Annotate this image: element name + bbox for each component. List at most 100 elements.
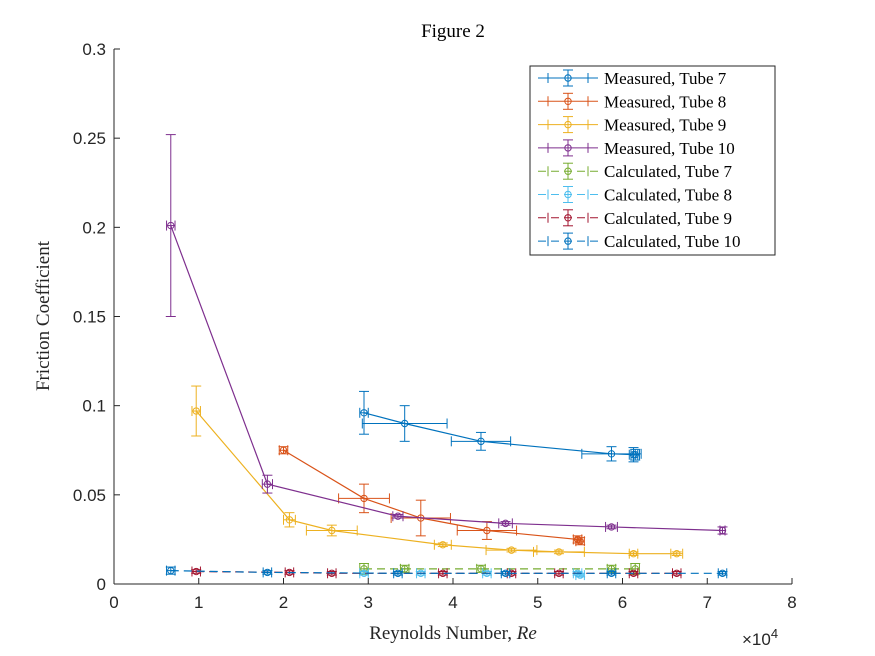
point-marker (360, 409, 368, 417)
legend-entry: Measured, Tube 8 (538, 92, 726, 111)
series-3 (191, 385, 684, 559)
x-ticks: 0 1 2 3 4 5 6 7 8 (109, 578, 797, 612)
point-marker (167, 221, 175, 230)
data-point (262, 567, 273, 578)
x-axis-label-symbol: Re (516, 623, 537, 644)
legend-label: Measured, Tube 8 (604, 92, 726, 111)
x-tick-label: 2 (279, 593, 288, 612)
legend-marker (564, 190, 572, 199)
point-marker (673, 549, 681, 558)
data-point (630, 562, 641, 575)
legend-marker (564, 97, 572, 106)
point-marker (576, 571, 584, 579)
point-marker (360, 494, 368, 503)
y-ticks: 0 0.05 0.1 0.15 0.2 0.25 0.3 (73, 40, 120, 594)
data-point (605, 521, 618, 532)
data-point (498, 518, 513, 529)
x-tick-label: 6 (618, 593, 627, 612)
data-point (450, 431, 512, 451)
data-point (305, 524, 358, 537)
legend-box (529, 65, 776, 256)
point-marker (718, 526, 727, 535)
series-line (170, 570, 723, 574)
legend-marker (564, 144, 572, 152)
legend-marker (564, 167, 572, 175)
x-tick-label: 8 (787, 593, 796, 612)
data-point (628, 548, 639, 559)
data-point (475, 563, 486, 574)
data-point (500, 568, 511, 579)
point-marker (394, 512, 402, 520)
point-marker (607, 523, 616, 531)
x-tick-label: 0 (109, 593, 118, 612)
data-point (392, 511, 404, 522)
data-point (533, 546, 585, 557)
x-tick-label: 4 (448, 593, 457, 612)
point-marker (263, 480, 272, 488)
point-marker (501, 569, 510, 577)
legend-label: Measured, Tube 7 (604, 69, 727, 88)
point-marker (477, 565, 485, 573)
y-tick-label: 0.1 (82, 397, 106, 416)
legend-label: Calculated, Tube 9 (604, 209, 732, 228)
point-marker (576, 537, 584, 545)
data-point (361, 405, 448, 442)
legend-label: Calculated, Tube 10 (604, 232, 740, 251)
data-point (392, 568, 403, 579)
data-point (575, 536, 586, 547)
x-axis-label-text: Reynolds Number, (369, 623, 517, 644)
series-4 (165, 134, 728, 536)
point-marker (439, 541, 447, 549)
data-point (165, 134, 176, 317)
y-tick-label: 0.2 (82, 218, 106, 237)
legend-label: Calculated, Tube 7 (604, 162, 732, 181)
point-marker (501, 519, 510, 528)
x-axis-label: Reynolds Number, Re (369, 623, 537, 644)
x-axis-exponent-base: ×10 (742, 630, 771, 649)
data-point (433, 539, 452, 550)
legend-label: Measured, Tube 10 (604, 139, 735, 158)
point-marker (555, 548, 563, 556)
data-point (165, 565, 176, 576)
data-point (717, 568, 728, 579)
x-tick-label: 3 (364, 593, 373, 612)
point-marker (718, 569, 727, 577)
legend-entry: Measured, Tube 7 (538, 69, 727, 88)
legend-entry: Calculated, Tube 9 (538, 209, 732, 228)
point-marker (167, 566, 175, 575)
legend-marker (564, 74, 572, 82)
data-point (717, 525, 728, 536)
chart-marks (165, 134, 728, 581)
legend-entry: Calculated, Tube 8 (538, 186, 732, 205)
y-tick-label: 0.3 (82, 40, 106, 59)
data-point (359, 390, 370, 435)
legend-label: Calculated, Tube 8 (604, 186, 732, 205)
data-point (630, 448, 641, 461)
data-point (284, 567, 295, 578)
legend-marker (564, 237, 572, 245)
axes: 0 1 2 3 4 5 6 7 8 0 0.05 0.1 0.15 0.2 0.25 0.3 (73, 40, 797, 612)
y-tick-label: 0.25 (73, 129, 106, 148)
y-tick-label: 0.05 (73, 486, 106, 505)
data-point (261, 474, 273, 494)
data-point (278, 445, 289, 456)
point-marker (192, 407, 200, 415)
point-marker (400, 419, 409, 428)
legend-entry: Calculated, Tube 10 (538, 232, 740, 251)
series-8 (165, 565, 728, 579)
point-marker (400, 565, 409, 573)
legend-label: Measured, Tube 9 (604, 116, 726, 135)
data-point (670, 548, 684, 559)
x-tick-label: 5 (533, 593, 542, 612)
point-marker (328, 526, 336, 535)
point-marker (631, 565, 639, 573)
x-tick-label: 7 (703, 593, 712, 612)
legend-entry: Measured, Tube 9 (538, 116, 726, 135)
legend-entry: Measured, Tube 10 (538, 139, 735, 158)
legend: Measured, Tube 7 Measured, Tube 8 Measured… (529, 65, 776, 256)
legend-marker (564, 214, 572, 222)
data-point (485, 545, 538, 556)
point-marker (507, 546, 516, 554)
data-point (283, 512, 296, 528)
